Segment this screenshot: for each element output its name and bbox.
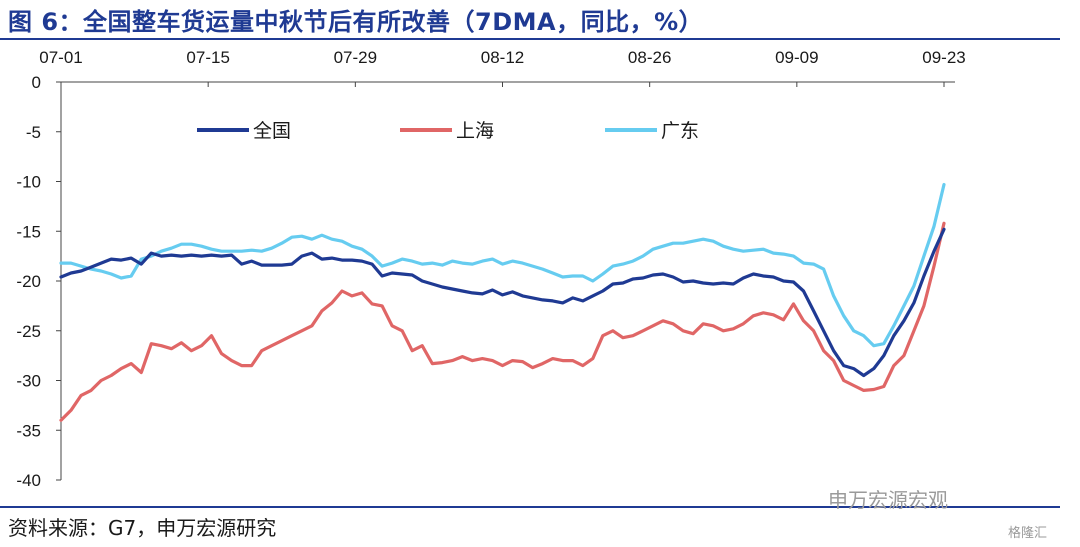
chart-series — [59, 182, 946, 422]
series-line-全国 — [59, 227, 946, 378]
chart-title: 图 6：全国整车货运量中秋节后有所改善（7DMA，同比，%） — [8, 8, 704, 36]
y-tick-label: -15 — [16, 222, 41, 241]
x-tick-label: 08-12 — [481, 48, 524, 67]
y-tick-label: -10 — [16, 173, 41, 192]
x-tick-label: 08-26 — [628, 48, 671, 67]
y-tick-label: -25 — [16, 322, 41, 341]
y-tick-label: -5 — [26, 123, 41, 142]
chart-legend: 全国 上海 广东 — [197, 120, 699, 142]
legend-label: 广东 — [661, 120, 699, 142]
legend-label: 上海 — [456, 120, 494, 142]
watermark-small-text: 格隆汇 — [1008, 526, 1048, 541]
y-tick-label: -35 — [16, 421, 41, 440]
source-note: 资料来源：G7，申万宏源研究 — [8, 516, 277, 540]
legend-label: 全国 — [253, 120, 291, 142]
source-divider — [0, 506, 1060, 508]
series-line-广东 — [59, 182, 946, 348]
y-tick-label: -20 — [16, 272, 41, 291]
y-tick-label: 0 — [32, 73, 41, 92]
watermark-text: 申万宏源宏观 — [828, 488, 948, 512]
y-tick-label: -40 — [16, 471, 41, 490]
chart-axes: 0 -5 -10 -15 -20 -25 -30 -35 -40 07-01 07-15 07-29 0… — [16, 48, 965, 490]
x-tick-label: 09-09 — [775, 48, 818, 67]
x-tick-label: 07-15 — [186, 48, 229, 67]
x-tick-label: 07-29 — [334, 48, 377, 67]
series-line-上海 — [59, 221, 946, 422]
title-divider — [0, 38, 1060, 40]
line-chart: 0 -5 -10 -15 -20 -25 -30 -35 -40 07-01 07-15 07-29 0… — [16, 48, 965, 490]
x-tick-label: 09-23 — [922, 48, 965, 67]
y-tick-label: -30 — [16, 372, 41, 391]
x-tick-label: 07-01 — [39, 48, 82, 67]
